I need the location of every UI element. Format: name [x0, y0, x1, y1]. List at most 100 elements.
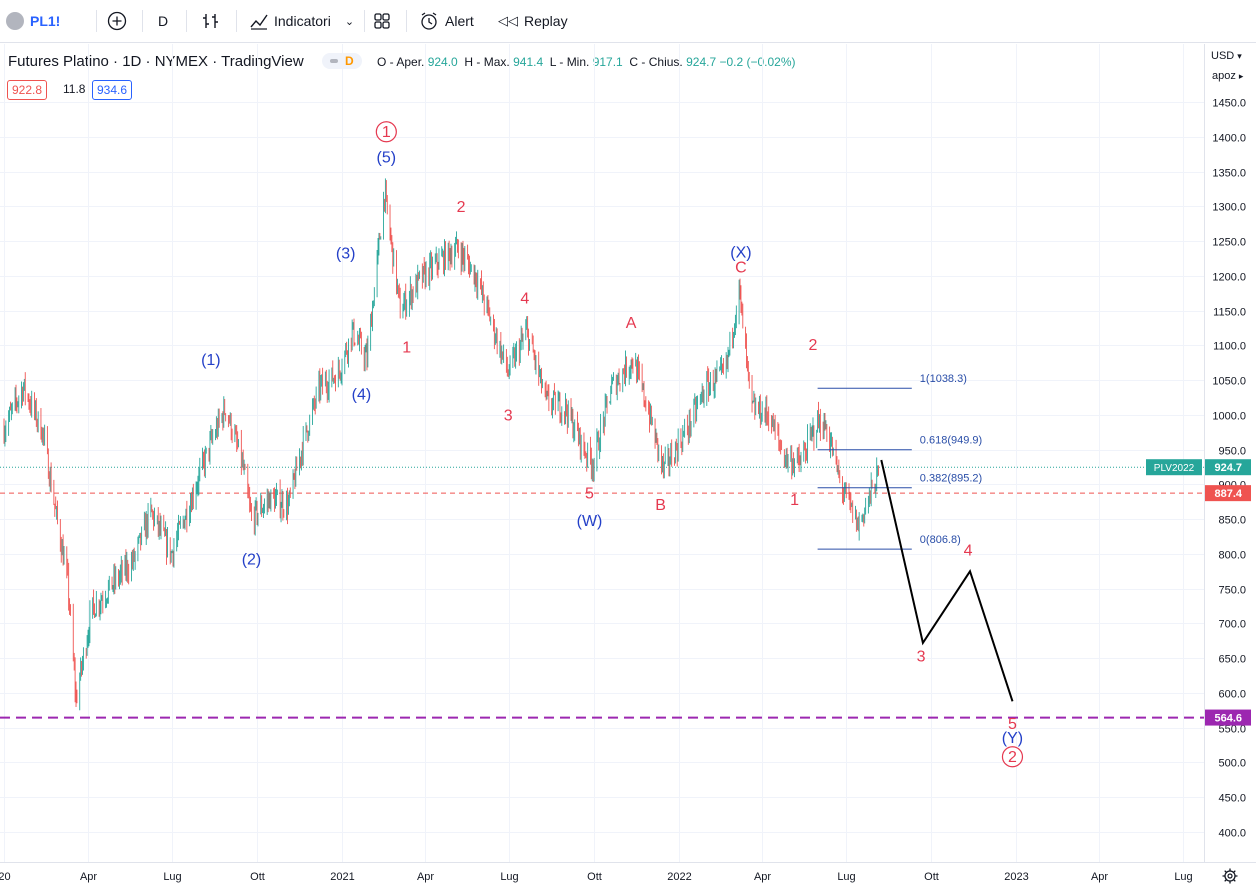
- time-tick-label: 2022: [667, 871, 691, 883]
- wave-label: (4): [352, 387, 372, 404]
- grid: [0, 44, 1204, 862]
- alert-button[interactable]: Alert: [418, 0, 474, 42]
- alert-label: Alert: [445, 13, 474, 29]
- projection-path[interactable]: [880, 459, 1014, 702]
- time-tick-label: Ott: [924, 871, 939, 883]
- toolbar-divider: [406, 10, 407, 32]
- price-tick-label: 500.0: [1218, 758, 1246, 770]
- compare-button[interactable]: [106, 0, 128, 42]
- toolbar-divider: [364, 10, 365, 32]
- wave-label: 2: [457, 199, 466, 216]
- price-axis[interactable]: 400.0 450.0 500.0 550.0 600.0 650.0 700.0 750.0…: [1212, 98, 1246, 840]
- time-tick-label: Ott: [587, 871, 602, 883]
- price-tick-label: 1350.0: [1212, 168, 1246, 180]
- price-tick-label: 850.0: [1218, 515, 1246, 527]
- symbol-label: PL1!: [30, 13, 61, 29]
- candles: [3, 178, 880, 711]
- indicators-button[interactable]: Indicatori ⌄: [248, 0, 354, 42]
- chevron-down-icon: ⌄: [344, 15, 355, 28]
- wave-label: B: [655, 497, 666, 514]
- currency-selector[interactable]: USD ▾: [1211, 50, 1242, 62]
- price-tick-label: 1150.0: [1213, 307, 1246, 319]
- time-tick-label: Apr: [80, 871, 97, 883]
- spread-value: 11.8: [63, 82, 86, 96]
- price-tick-label: 1400.0: [1212, 133, 1246, 145]
- avatar: [6, 12, 24, 30]
- wave-label: 1: [402, 339, 411, 356]
- grid-icon: [374, 13, 390, 29]
- time-tick-label: 2023: [1004, 871, 1028, 883]
- price-tick-label: 700.0: [1218, 619, 1246, 631]
- wave-label: 5: [1008, 716, 1017, 733]
- change-value: −0.2 (−0.02%): [719, 55, 796, 69]
- open-label: O - Aper.: [377, 55, 425, 69]
- price-tick-label: 550.0: [1218, 724, 1246, 736]
- chart-legend: Futures Platino · 1D · NYMEX · TradingVi…: [0, 48, 1205, 108]
- price-tick-label: 1000.0: [1212, 411, 1246, 423]
- wave-label: 1: [790, 492, 799, 509]
- price-tick-label: 1250.0: [1212, 237, 1246, 249]
- toolbar-divider: [236, 10, 237, 32]
- price-tag-label: 564.6: [1214, 713, 1242, 725]
- time-tick-label: 20: [0, 871, 11, 883]
- price-tick-label: 650.0: [1218, 654, 1246, 666]
- price-tick-label: 800.0: [1218, 550, 1246, 562]
- price-tick-label: 600.0: [1218, 689, 1246, 701]
- time-tick-label: Apr: [417, 871, 434, 883]
- price-tick-label: 1450.0: [1212, 98, 1246, 110]
- toolbar-divider: [142, 10, 143, 32]
- high-label: H - Max.: [464, 55, 510, 69]
- chevron-down-icon: ▾: [1237, 51, 1242, 61]
- close-time-text: apoz: [1212, 70, 1236, 82]
- close-time-label: apoz ▸: [1212, 70, 1243, 82]
- wave-label: (3): [336, 245, 356, 262]
- ask-price[interactable]: 934.6: [92, 80, 133, 100]
- wave-label: 4: [964, 542, 973, 559]
- market-status-dot: [330, 59, 338, 63]
- replay-button[interactable]: ◁◁ Replay: [498, 0, 568, 42]
- time-axis[interactable]: 20 Apr Lug Ott 2021 Apr Lug Ott 2022 Apr Lug Ott 202…: [0, 871, 1193, 883]
- time-tick-label: Ott: [250, 871, 265, 883]
- symbol-tag-label: PLV2022: [1154, 463, 1195, 474]
- low-value: 917.1: [592, 55, 623, 69]
- wave-label: (X): [730, 245, 751, 262]
- indicators-label: Indicatori: [274, 13, 331, 29]
- time-tick-label: Apr: [754, 871, 771, 883]
- time-tick-label: Lug: [837, 871, 855, 883]
- wave-circle: [375, 121, 397, 143]
- projection-line: [880, 459, 1014, 702]
- chart-title[interactable]: Futures Platino · 1D · NYMEX · TradingVi…: [8, 53, 304, 70]
- templates-button[interactable]: [372, 0, 392, 42]
- low-label: L - Min.: [549, 55, 590, 69]
- delay-badge: D: [345, 54, 354, 68]
- settings-gear-icon[interactable]: [1222, 868, 1238, 884]
- wave-label: 3: [917, 649, 926, 666]
- rewind-icon: ◁◁: [498, 13, 518, 28]
- chart-type-button[interactable]: [200, 0, 222, 42]
- ohlc-values: O - Aper. 924.0 H - Max. 941.4 L - Min. …: [377, 55, 796, 69]
- price-tick-label: 1300.0: [1212, 202, 1246, 214]
- bid-price[interactable]: 922.8: [7, 80, 48, 100]
- time-tick-label: Lug: [163, 871, 181, 883]
- price-tag: [1205, 459, 1251, 476]
- high-value: 941.4: [513, 55, 544, 69]
- time-tick-label: 2021: [330, 871, 354, 883]
- wave-circle: [1001, 746, 1024, 768]
- fib-level-label: 0.618(949.9): [920, 435, 982, 447]
- symbol-search[interactable]: PL1!: [6, 0, 60, 42]
- wave-label: 1: [382, 124, 391, 141]
- price-tick-label: 450.0: [1218, 793, 1246, 805]
- interval-label: D: [158, 13, 169, 29]
- wave-label: 4: [520, 291, 529, 308]
- price-tick-label: 950.0: [1218, 446, 1246, 458]
- fibonacci-retracement[interactable]: 1(1038.3) 0.618(949.9) 0.382(895.2) 0(806.8…: [817, 373, 983, 550]
- price-tag-label: 924.7: [1214, 462, 1242, 474]
- price-chart[interactable]: 1(1038.3) 0.618(949.9) 0.382(895.2) 0(806.8…: [0, 44, 1256, 896]
- add-circle-icon: [107, 11, 127, 31]
- toolbar-divider: [96, 10, 97, 32]
- wave-label: 5: [585, 485, 594, 502]
- time-tick-label: Lug: [500, 871, 518, 883]
- wave-label: (W): [577, 513, 603, 530]
- interval-button[interactable]: D: [158, 0, 168, 42]
- wave-label: (2): [242, 551, 262, 568]
